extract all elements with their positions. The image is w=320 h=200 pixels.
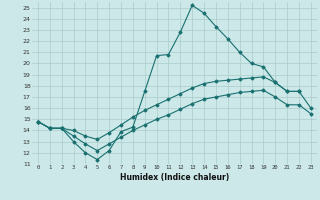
X-axis label: Humidex (Indice chaleur): Humidex (Indice chaleur) bbox=[120, 173, 229, 182]
